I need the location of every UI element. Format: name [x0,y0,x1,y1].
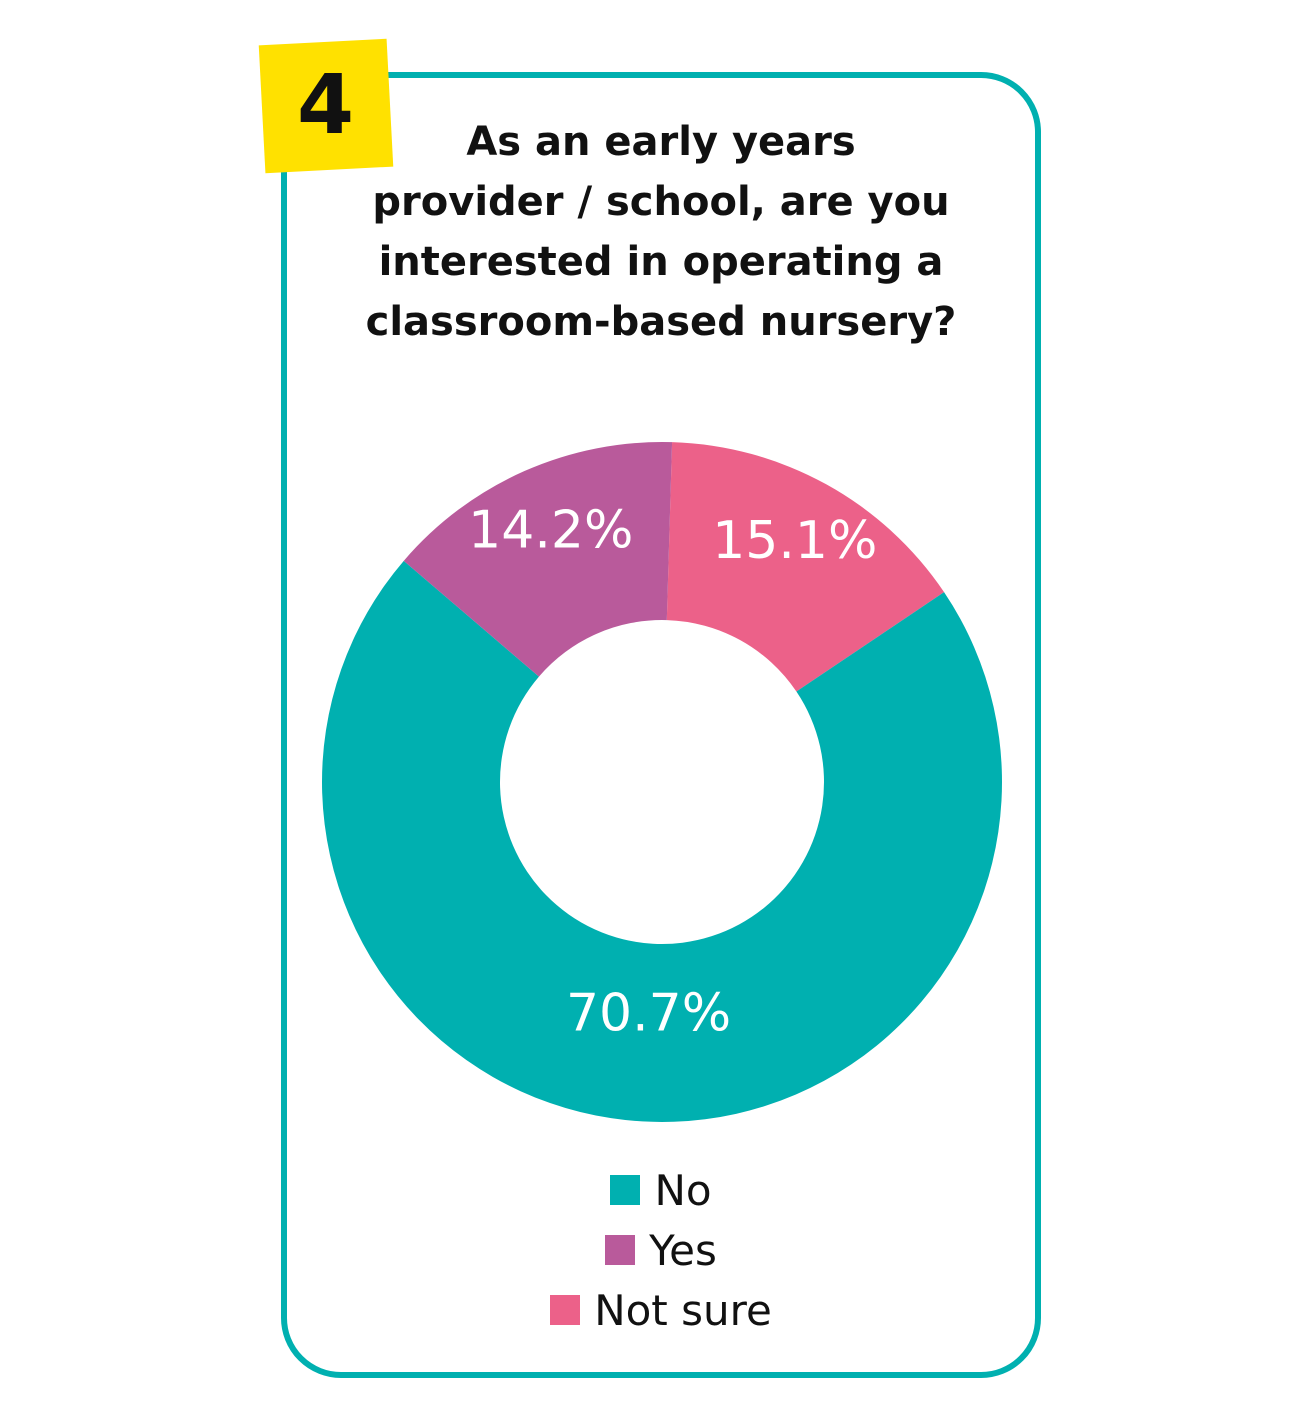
legend-swatch [605,1235,636,1265]
donut-slice-no [322,560,1003,1123]
chart-title: As an early years provider / school, are… [300,112,1022,352]
legend-item-yes: Yes [605,1220,717,1280]
legend-swatch [550,1295,581,1325]
legend-swatch [610,1175,641,1205]
chart-title-line: classroom-based nursery? [365,299,957,345]
legend-label: Yes [649,1225,717,1275]
slice-label-yes: 14.2% [468,501,633,561]
chart-title-line: provider / school, are you [372,179,950,225]
slice-label-no: 70.7% [566,984,731,1044]
legend-item-not-sure: Not sure [550,1280,772,1340]
legend-item-no: No [610,1160,712,1220]
chart-title-line: As an early years [466,119,856,165]
slice-label-not-sure: 15.1% [712,511,877,571]
chart-legend: No Yes Not sure [300,1160,1022,1340]
legend-label: Not sure [594,1285,772,1335]
donut-slice-yes [403,442,673,677]
chart-title-line: interested in operating a [378,239,944,285]
donut-slice-not-sure [666,442,945,692]
legend-label: No [654,1165,712,1215]
